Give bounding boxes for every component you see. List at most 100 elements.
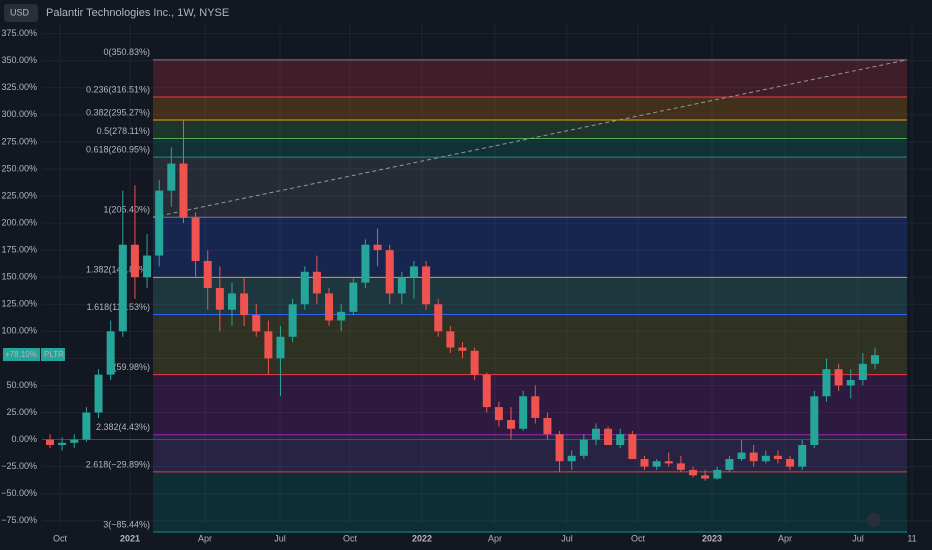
candle-body: [822, 369, 831, 397]
fib-label: 0.5(278.11%): [97, 126, 150, 136]
y-tick-label: 275.00%: [1, 136, 37, 146]
candle-body: [664, 461, 673, 464]
candle-body: [167, 163, 176, 191]
y-tick-label: 300.00%: [1, 109, 37, 119]
fib-label: 2(59.98%): [108, 362, 150, 372]
fib-band: [153, 471, 907, 533]
fib-label: 3(−85.44%): [103, 519, 150, 529]
candle-body: [786, 459, 795, 467]
y-tick-label: 125.00%: [1, 299, 37, 309]
fib-label: 1(205.40%): [103, 205, 150, 215]
candle-body: [94, 374, 103, 413]
candle-body: [155, 190, 164, 256]
x-tick-label: Oct: [343, 533, 358, 543]
fib-band: [153, 59, 907, 97]
candle-body: [337, 311, 346, 321]
x-tick-label: 2023: [702, 533, 722, 543]
candle-body: [82, 412, 91, 440]
candle-body: [604, 428, 613, 445]
y-tick-label: −25.00%: [1, 461, 37, 471]
currency: USD: [10, 7, 30, 17]
candle-body: [519, 396, 528, 429]
x-tick-label: Oct: [631, 533, 646, 543]
candle-body: [361, 244, 370, 283]
candle-body: [300, 271, 309, 305]
candle-body: [118, 244, 127, 332]
x-tick-label: Apr: [198, 533, 212, 543]
x-tick-label: Jul: [852, 533, 864, 543]
alert-icon: [867, 513, 881, 527]
candle-body: [591, 428, 600, 440]
change-label: +78.10%: [5, 350, 37, 359]
candle-body: [203, 260, 212, 289]
candle-body: [434, 304, 443, 332]
candle-body: [312, 271, 321, 294]
candle-body: [288, 304, 297, 337]
candle-body: [555, 434, 564, 462]
candle-body: [470, 350, 479, 375]
candle-body: [106, 331, 115, 375]
candle-body: [567, 455, 576, 462]
y-tick-label: 350.00%: [1, 55, 37, 65]
candle-body: [701, 475, 710, 479]
candle-body: [482, 374, 491, 408]
y-tick-label: 0.00%: [11, 434, 37, 444]
y-tick-label: 25.00%: [6, 407, 37, 417]
candle-body: [773, 455, 782, 460]
chart-title: Palantir Technologies Inc., 1W, NYSE: [46, 7, 229, 19]
y-tick-label: 150.00%: [1, 272, 37, 282]
fib-label: 1.382(149.85%): [86, 265, 150, 275]
currency-box[interactable]: [4, 4, 38, 22]
candle-body: [276, 336, 285, 359]
x-tick-label: 2021: [120, 533, 140, 543]
candle-body: [240, 293, 249, 316]
candle-body: [616, 434, 625, 445]
fib-band: [153, 119, 907, 139]
candle-body: [227, 293, 236, 310]
candle-body: [58, 442, 67, 445]
fib-band: [153, 434, 907, 472]
candle-body: [761, 455, 770, 462]
change-badge: [3, 348, 40, 361]
fib-label: 1.618(115.53%): [87, 302, 150, 312]
candle-body: [70, 439, 79, 443]
fib-band: [153, 374, 907, 435]
fib-band: [153, 277, 907, 315]
candle-body: [810, 396, 819, 445]
candle-body: [737, 452, 746, 460]
candle-body: [494, 407, 503, 421]
candle-body: [846, 380, 855, 386]
candle-body: [397, 277, 406, 294]
y-tick-label: 225.00%: [1, 190, 37, 200]
x-tick-label: Jul: [274, 533, 286, 543]
candle-body: [652, 461, 661, 467]
fib-band: [153, 157, 907, 218]
candle-body: [871, 355, 879, 364]
candle-body: [543, 417, 552, 435]
trend-line: [152, 59, 908, 218]
candle-body: [191, 217, 200, 261]
candle-body: [531, 396, 540, 418]
candle-body: [422, 266, 431, 305]
x-tick-label: Jul: [561, 533, 573, 543]
candle-body: [676, 463, 685, 470]
candle-body: [458, 347, 467, 351]
y-tick-label: 100.00%: [1, 326, 37, 336]
candle-body: [749, 452, 758, 462]
candle-body: [385, 250, 394, 294]
y-tick-label: 375.00%: [1, 28, 37, 38]
x-tick-label: 2022: [412, 533, 432, 543]
y-tick-label: 175.00%: [1, 245, 37, 255]
candle-body: [725, 459, 734, 470]
x-tick-label: Oct: [53, 533, 68, 543]
y-tick-label: −75.00%: [1, 515, 37, 525]
candle-body: [46, 439, 54, 445]
candle-body: [349, 282, 358, 312]
candle-body: [252, 315, 261, 332]
x-tick-label: 11: [907, 533, 916, 543]
candle-body: [409, 266, 418, 278]
candle-body: [689, 469, 698, 476]
candle-body: [579, 439, 588, 456]
candle-body: [215, 288, 224, 310]
candle-body: [507, 420, 516, 429]
